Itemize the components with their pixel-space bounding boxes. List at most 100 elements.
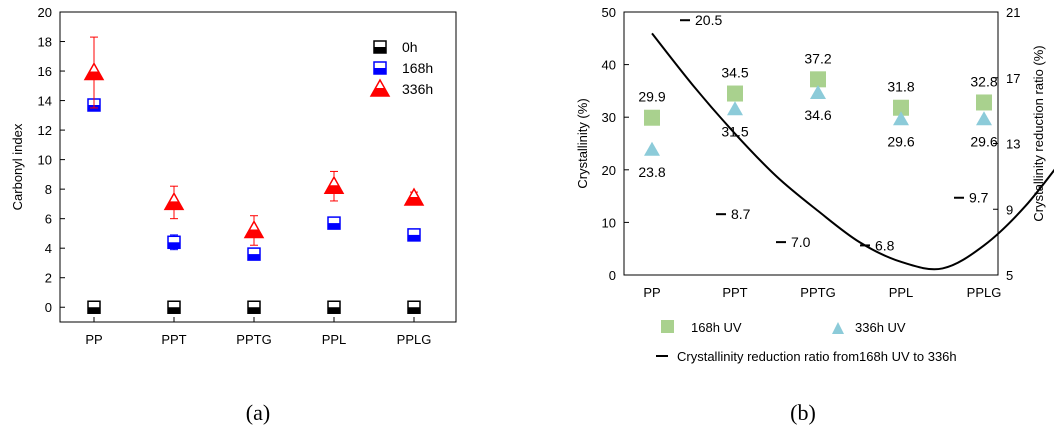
- panel-b-x-axis: PP PPT PPTG PPL PPLG: [643, 285, 1001, 300]
- panel-a-x-axis: PP PPT PPTG PPL PPLG: [85, 317, 431, 347]
- panel-a-point-0h: [87, 300, 101, 314]
- panel-b-data-label-336h-uv: 34.6: [804, 107, 831, 123]
- panel-a-point-0h: [407, 300, 421, 314]
- panel-b-point-336h-uv: [810, 85, 826, 100]
- panel-b-y2-tick-label: 9: [1006, 202, 1013, 217]
- panel-b-x-tick-label: PPTG: [800, 285, 835, 300]
- panel-b-data-label-336h-uv: 23.8: [638, 164, 665, 180]
- panel-b-point-168h-uv: [976, 94, 992, 111]
- marker-fill: [408, 307, 420, 314]
- panel-a-point-336h: [163, 191, 185, 211]
- panel-b-data-label-reduction-ratio: 7.0: [791, 234, 811, 250]
- panel-a-legend-label: 336h: [402, 81, 433, 97]
- panel-b-caption: (b): [790, 400, 816, 425]
- panel-a-y-tick-label: 2: [45, 271, 52, 286]
- panel-b-y-tick-label: 0: [609, 268, 616, 283]
- panel-b-data-label-336h-uv: 29.6: [970, 133, 997, 149]
- marker-fill: [85, 71, 103, 80]
- marker-fill: [165, 201, 183, 210]
- panel-b-y2-tick-label: 5: [1006, 268, 1013, 283]
- panel-a-y-axis: 0 2 4 6 8 10 12 14 16 18 20: [38, 5, 65, 315]
- panel-a-x-tick-label: PPT: [161, 332, 186, 347]
- panel-a-point-336h: [403, 187, 425, 206]
- panel-b-data-label-reduction-ratio: 6.8: [875, 237, 895, 253]
- panel-b-legend-label: 168h UV: [691, 320, 742, 335]
- panel-a-x-tick-label: PPLG: [397, 332, 432, 347]
- panel-a-y-tick-label: 16: [38, 64, 52, 79]
- panel-a-y-tick-label: 18: [38, 35, 52, 50]
- panel-b-left-y-axis: 0 10 20 30 40 50: [602, 5, 629, 283]
- panel-b-legend-marker-336h-uv: [832, 322, 844, 334]
- panel-a-legend-marker-168h: [373, 61, 387, 75]
- panel-b-y-tick-label: 50: [602, 5, 616, 20]
- panel-b-y2-tick-label: 21: [1006, 5, 1020, 20]
- panel-b-right-y-axis: 5 9 13 17 21: [993, 5, 1020, 283]
- panel-b-x-tick-label: PPL: [889, 285, 914, 300]
- panel-b-y-tick-label: 30: [602, 110, 616, 125]
- marker-fill: [374, 47, 386, 53]
- marker-fill: [248, 254, 260, 261]
- panel-b-y2-axis-title: Crystallinity reduction ratio (%): [1031, 45, 1046, 221]
- panel-b-y2-tick-label: 17: [1006, 71, 1020, 86]
- panel-b-point-336h-uv: [976, 111, 992, 126]
- panel-b-legend-marker-168h-uv: [661, 320, 674, 333]
- panel-b-data-label-336h-uv: 31.5: [721, 123, 748, 139]
- marker-fill: [405, 197, 423, 205]
- panel-a-caption: (a): [246, 400, 270, 425]
- panel-b-legend: 168h UV 336h UV Crystallinity reduction ra…: [656, 320, 957, 364]
- marker-fill: [245, 229, 263, 238]
- panel-b-crystallinity: 0 10 20 30 40 50 5 9 13 17 21 PP PPT PPTG PPL PPLG Cr…: [575, 5, 1054, 425]
- panel-a-point-168h: [167, 235, 181, 250]
- panel-b-data-label-168h-uv: 29.9: [638, 89, 665, 105]
- panel-b-data-label-168h-uv: 37.2: [804, 50, 831, 66]
- panel-b-point-336h-uv: [644, 141, 660, 156]
- panel-a-legend-marker-336h: [369, 78, 391, 97]
- marker-fill: [328, 307, 340, 314]
- panel-b-data-label-reduction-ratio: 9.7: [969, 190, 989, 206]
- panel-b-point-336h-uv: [727, 101, 743, 116]
- panel-b-y2-tick-label: 13: [1006, 137, 1020, 152]
- panel-b-data-label-336h-uv: 29.6: [887, 133, 914, 149]
- marker-fill: [168, 307, 180, 314]
- panel-a-point-0h: [167, 300, 181, 314]
- marker-fill: [371, 88, 389, 96]
- panel-a-point-168h: [247, 247, 261, 261]
- panel-b-point-336h-uv: [893, 111, 909, 126]
- marker-fill: [168, 242, 180, 249]
- panel-b-point-168h-uv: [727, 85, 743, 102]
- panel-a-y-tick-label: 8: [45, 182, 52, 197]
- panel-b-point-168h-uv: [644, 109, 660, 126]
- panel-a-legend-label: 168h: [402, 60, 433, 76]
- panel-b-legend-label: Crystallinity reduction ratio from168h U…: [677, 349, 957, 364]
- panel-b-x-tick-label: PPT: [722, 285, 747, 300]
- panel-a-x-tick-label: PPTG: [236, 332, 271, 347]
- panel-a-point-336h: [83, 61, 105, 81]
- panel-a-y-tick-label: 4: [45, 241, 52, 256]
- marker-fill: [374, 68, 386, 74]
- panel-a-point-168h: [407, 228, 421, 242]
- marker-fill: [408, 234, 420, 241]
- panel-b-y-tick-label: 10: [602, 215, 616, 230]
- panel-b-data-label-reduction-ratio: 8.7: [731, 206, 751, 222]
- marker-fill: [248, 307, 260, 314]
- marker-fill: [325, 185, 343, 194]
- panel-a-y-tick-label: 12: [38, 123, 52, 138]
- panel-b-y-tick-label: 40: [602, 58, 616, 73]
- panel-a-plot-frame: [59, 11, 457, 323]
- panel-a-point-168h: [327, 216, 341, 230]
- panel-b-x-tick-label: PPLG: [967, 285, 1002, 300]
- marker-fill: [328, 223, 340, 230]
- panel-a-data-marks: [83, 36, 425, 314]
- panel-b-point-168h-uv: [810, 71, 826, 88]
- panel-b-data-label-reduction-ratio: 20.5: [695, 12, 722, 28]
- panel-a-carbonyl-index: 0 2 4 6 8 10 12 14 16 18 20 PP PPT PPTG PPL PPLG Carbo…: [10, 5, 457, 425]
- panel-a-y-tick-label: 10: [38, 153, 52, 168]
- panel-b-legend-label: 336h UV: [855, 320, 906, 335]
- panel-a-y-axis-title: Carbonyl index: [10, 123, 25, 210]
- marker-fill: [88, 307, 100, 314]
- panel-b-y-tick-label: 20: [602, 163, 616, 178]
- panel-a-legend-label: 0h: [402, 39, 418, 55]
- panel-a-legend: 0h 168h 336h: [369, 39, 433, 97]
- panel-a-x-tick-label: PP: [85, 332, 102, 347]
